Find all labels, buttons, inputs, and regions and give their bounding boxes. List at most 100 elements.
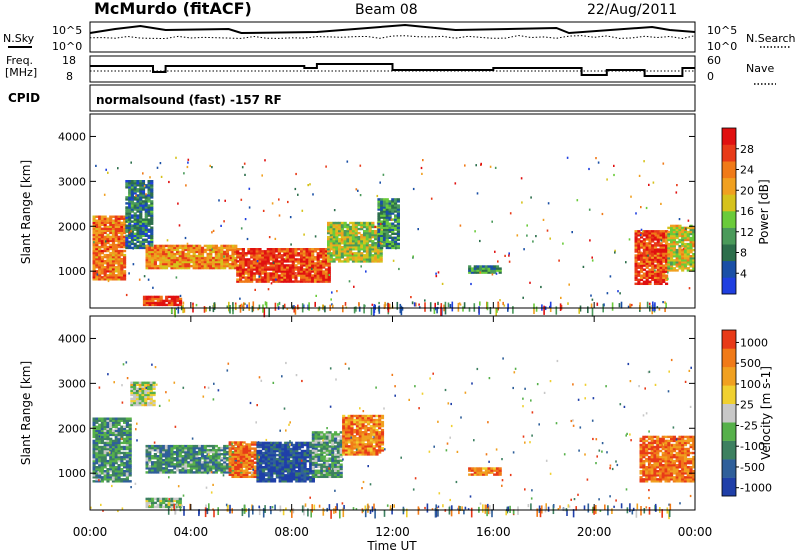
near-range-cell	[229, 305, 231, 314]
heatmap-cell	[245, 443, 249, 446]
heatmap-cell	[120, 231, 124, 235]
heatmap-cell	[120, 417, 124, 420]
heatmap-cell	[198, 448, 202, 452]
heatmap-cell	[128, 190, 132, 193]
near-range-cell	[278, 301, 281, 305]
heatmap-cell	[281, 464, 285, 467]
scatter-cell	[290, 243, 292, 246]
heatmap-cell	[206, 455, 210, 458]
heatmap-cell	[275, 256, 279, 259]
heatmap-cell	[128, 244, 132, 248]
heatmap-cell	[382, 214, 387, 217]
heatmap-cell	[659, 234, 663, 237]
scatter-cell	[184, 236, 187, 240]
scatter-cell	[412, 256, 414, 259]
heatmap-cell	[335, 256, 339, 259]
heatmap-cell	[396, 214, 400, 217]
heatmap-cell	[259, 470, 263, 473]
heatmap-cell	[136, 232, 140, 236]
heatmap-cell	[181, 444, 185, 448]
heatmap-cell	[184, 463, 188, 466]
heatmap-cell	[344, 435, 349, 438]
heatmap-cell	[109, 278, 113, 281]
heatmap-cell	[686, 246, 690, 250]
heatmap-cell	[144, 220, 148, 223]
heatmap-cell	[162, 246, 166, 250]
heatmap-cell	[256, 480, 260, 483]
heatmap-cell	[306, 478, 310, 481]
heatmap-cell	[187, 450, 191, 454]
scatter-cell	[135, 194, 137, 197]
heatmap-cell	[123, 276, 127, 279]
heatmap-cell	[150, 196, 154, 199]
scatter-cell	[530, 196, 532, 199]
scatter-cell	[688, 287, 691, 290]
heatmap-cell	[344, 431, 349, 434]
heatmap-cell	[200, 455, 205, 458]
heatmap-cell	[343, 258, 347, 261]
heatmap-cell	[217, 262, 221, 266]
heatmap-cell	[645, 264, 649, 267]
heatmap-cell	[292, 445, 296, 449]
colorbar-tick-label: 12	[740, 226, 754, 239]
heatmap-cell	[231, 244, 235, 248]
heatmap-cell	[139, 234, 143, 238]
heatmap-cell	[212, 446, 216, 450]
heatmap-cell	[342, 422, 346, 426]
heatmap-cell	[241, 250, 245, 253]
heatmap-cell	[178, 457, 182, 460]
heatmap-cell	[141, 182, 146, 185]
heatmap-cell	[300, 256, 304, 259]
near-range-cell	[478, 306, 480, 315]
heatmap-cell	[351, 225, 356, 229]
heatmap-cell	[662, 268, 666, 271]
heatmap-cell	[173, 303, 177, 307]
heatmap-cell	[159, 303, 163, 307]
heatmap-cell	[252, 276, 256, 279]
heatmap-cell	[139, 230, 143, 233]
heatmap-cell	[637, 230, 641, 233]
heatmap-cell	[313, 270, 318, 273]
scatter-cell	[278, 214, 281, 217]
heatmap-cell	[176, 295, 180, 299]
heatmap-cell	[272, 250, 276, 253]
heatmap-cell	[111, 264, 116, 267]
heatmap-cell	[159, 448, 163, 452]
heatmap-cell	[300, 468, 304, 471]
heatmap-cell	[275, 447, 279, 451]
heatmap-cell	[141, 403, 145, 407]
heatmap-cell	[98, 231, 102, 235]
heatmap-cell	[334, 435, 338, 438]
heatmap-cell	[264, 443, 268, 447]
heatmap-cell	[139, 220, 143, 223]
heatmap-cell	[159, 248, 163, 252]
heatmap-cell	[357, 242, 361, 245]
heatmap-cell	[144, 196, 148, 199]
heatmap-cell	[231, 248, 235, 252]
heatmap-cell	[223, 461, 227, 464]
heatmap-cell	[109, 262, 113, 265]
heatmap-cell	[377, 214, 381, 217]
heatmap-cell	[347, 441, 351, 444]
heatmap-cell	[280, 262, 284, 265]
heatmap-cell	[324, 272, 329, 275]
heatmap-cell	[689, 255, 693, 258]
heatmap-cell	[346, 258, 350, 261]
heatmap-cell	[336, 469, 340, 473]
heatmap-cell	[170, 299, 174, 303]
heatmap-cell	[187, 444, 191, 448]
heatmap-cell	[319, 276, 323, 279]
velocity-heatmap-cells	[90, 357, 696, 520]
heatmap-cell	[250, 254, 254, 257]
heatmap-cell	[103, 262, 107, 265]
heatmap-cell	[253, 473, 257, 477]
heatmap-cell	[360, 235, 364, 239]
heatmap-cell	[342, 420, 346, 424]
heatmap-cell	[120, 425, 124, 429]
heatmap-cell	[320, 449, 324, 452]
heatmap-cell	[114, 268, 118, 271]
heatmap-cell	[347, 453, 351, 456]
heatmap-cell	[259, 472, 263, 475]
heatmap-cell	[223, 258, 227, 262]
cpid-panel-frame	[89, 84, 696, 112]
